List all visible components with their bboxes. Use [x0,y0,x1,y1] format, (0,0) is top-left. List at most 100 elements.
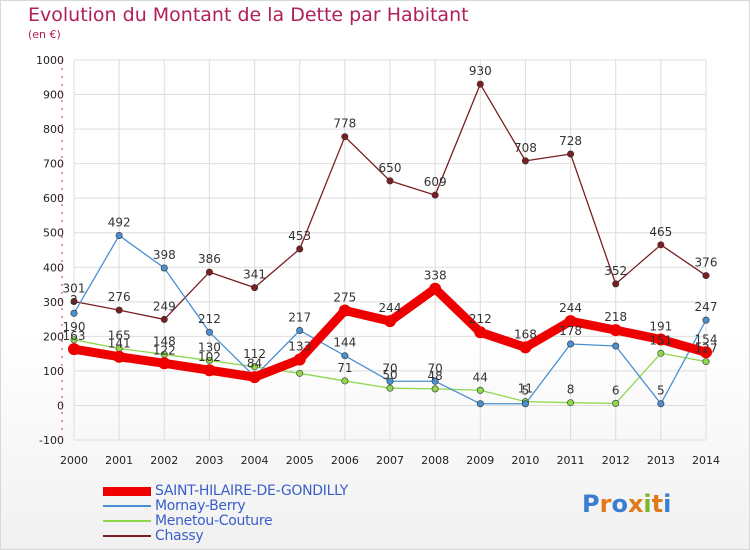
data-label: 5 [657,384,665,398]
x-tick-label: 2008 [421,454,449,467]
chart-title: Evolution du Montant de la Dette par Hab… [28,4,469,26]
data-label: 212 [469,312,492,326]
legend-swatch [103,535,151,537]
x-tick-label: 2005 [286,454,314,467]
data-label: 650 [379,161,402,175]
data-label: 130 [198,341,221,355]
data-label: 492 [108,215,131,229]
data-label: 70 [382,361,397,375]
data-label: 465 [649,225,672,239]
data-point [386,177,394,185]
data-point [203,364,216,377]
data-label: 144 [333,336,356,350]
data-label: 6 [612,383,620,397]
x-tick-label: 2012 [602,454,630,467]
y-tick-label: 700 [43,158,64,171]
logo-letter: t [651,490,664,518]
data-point [431,191,439,199]
data-point [248,371,261,384]
logo-letter: P [582,490,600,518]
x-tick-label: 2004 [241,454,269,467]
data-point [160,264,168,272]
data-point [476,400,484,408]
data-point [431,377,439,385]
data-label: 275 [333,290,356,304]
data-label: 218 [604,310,627,324]
data-point [521,400,529,408]
data-label: 338 [424,269,447,283]
proxiti-logo: Proxiti [582,490,671,518]
y-tick-label: -100 [39,434,64,447]
data-point [205,357,213,365]
data-label: 609 [424,175,447,189]
data-point [70,297,78,305]
data-label: 122 [153,343,176,357]
data-point [429,282,442,295]
logo-letter: x [627,490,644,518]
data-label: 244 [559,301,582,315]
data-label: 148 [153,334,176,348]
data-label: 247 [695,300,718,314]
data-label: 48 [428,369,443,383]
y-tick-label: 800 [43,123,64,136]
data-point [567,399,575,407]
data-label: 728 [559,134,582,148]
data-point [296,369,304,377]
data-point [476,80,484,88]
legend-label: SAINT-HILAIRE-DE-GONDILLY [155,483,348,499]
data-point [702,272,710,280]
x-tick-label: 2009 [466,454,494,467]
data-label: 11 [518,382,533,396]
data-label: 5 [522,384,530,398]
data-label: 453 [288,229,311,243]
data-label: 191 [649,319,672,333]
x-tick-label: 2001 [105,454,133,467]
y-tick-label: 400 [43,261,64,274]
data-label: 249 [153,299,176,313]
chart-subtitle: (en €) [28,28,61,41]
x-tick-label: 2007 [376,454,404,467]
data-point [251,284,259,292]
y-tick-label: 1000 [36,54,64,67]
data-label: 708 [514,141,537,155]
x-tick-label: 2010 [511,454,539,467]
data-point [521,157,529,165]
legend-label: Mornay-Berry [155,498,246,514]
data-point [341,377,349,385]
data-label: 376 [695,256,718,270]
legend-swatch [103,487,151,496]
data-label: 168 [514,327,537,341]
data-point [474,326,487,339]
x-tick-label: 2003 [195,454,223,467]
data-point [338,304,351,317]
data-point [431,385,439,393]
data-point [564,315,577,328]
logo-letter: i [663,490,672,518]
legend-swatch [103,520,151,522]
data-label: 71 [337,361,352,375]
data-label: 178 [559,324,582,338]
x-tick-label: 2002 [150,454,178,467]
y-tick-label: 200 [43,330,64,343]
data-point [296,326,304,334]
data-point [251,363,259,371]
data-point [567,340,575,348]
data-label: 70 [428,361,443,375]
data-label: 217 [288,310,311,324]
x-tick-label: 2000 [60,454,88,467]
data-point [657,349,665,357]
data-point [341,133,349,141]
data-point [657,400,665,408]
data-label: 163 [63,329,86,343]
data-label: 341 [243,268,266,282]
data-label: 127 [695,342,718,356]
data-label: 133 [288,340,311,354]
data-point [113,350,126,363]
data-point [612,399,620,407]
data-point [612,280,620,288]
y-tick-label: 100 [43,365,64,378]
data-point [115,306,123,314]
data-point [386,377,394,385]
data-point [609,324,622,337]
